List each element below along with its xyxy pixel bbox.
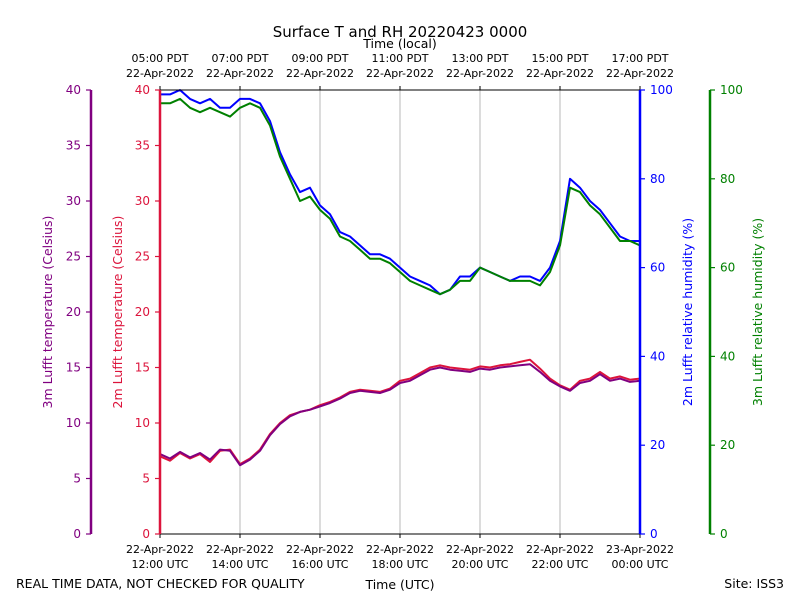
x-tick-label-date: 22-Apr-2022 <box>446 543 514 556</box>
x-tick-label-time: 22:00 UTC <box>531 558 588 571</box>
y-tick-label-temp2m: 0 <box>142 527 150 541</box>
site-label: Site: ISS3 <box>724 576 784 591</box>
x-tick-label-time: 18:00 UTC <box>371 558 428 571</box>
top-axis-label: Time (local) <box>362 36 436 51</box>
y-tick-label-temp3m: 0 <box>73 527 81 541</box>
y-tick-label-temp2m: 40 <box>135 83 150 97</box>
y-tick-label-temp3m: 40 <box>66 83 81 97</box>
series-line-temp3m <box>159 363 641 467</box>
y-tick-label-temp2m: 30 <box>135 194 150 208</box>
series-layer <box>159 89 641 467</box>
x-tick-label-date: 23-Apr-2022 <box>606 543 674 556</box>
top-tick-label-date: 22-Apr-2022 <box>606 67 674 80</box>
y-tick-label-temp2m: 25 <box>135 250 150 264</box>
y-axis-label-temp3m: 3m Lufft temperature (Celsius) <box>40 216 55 409</box>
top-tick-label-date: 22-Apr-2022 <box>366 67 434 80</box>
y-tick-label-temp3m: 35 <box>66 139 81 153</box>
x-tick-label-date: 22-Apr-2022 <box>526 543 594 556</box>
y-tick-label-rh2m: 20 <box>650 438 665 452</box>
y-tick-label-temp3m: 25 <box>66 250 81 264</box>
series-line-rh3m <box>160 97 641 296</box>
y-tick-label-temp2m: 10 <box>135 416 150 430</box>
axes-layer: 22-Apr-2022 12:00 UTC 05:00 PDT 22-Apr-2022… <box>40 52 765 571</box>
top-tick-label-time: 11:00 PDT <box>371 52 428 65</box>
top-tick-label-time: 13:00 PDT <box>451 52 508 65</box>
y-tick-label-temp2m: 20 <box>135 305 150 319</box>
vertical-gridlines <box>239 90 561 534</box>
top-tick-label-date: 22-Apr-2022 <box>446 67 514 80</box>
y-tick-label-temp3m: 30 <box>66 194 81 208</box>
top-tick-label-date: 22-Apr-2022 <box>526 67 594 80</box>
y-tick-label-rh2m: 40 <box>650 349 665 363</box>
y-axis-label-rh2m: 2m Lufft relative humidity (%) <box>680 218 695 406</box>
y-tick-label-rh3m: 20 <box>720 438 735 452</box>
y-tick-label-temp2m: 35 <box>135 139 150 153</box>
x-tick-label-time: 20:00 UTC <box>451 558 508 571</box>
top-tick-label-time: 07:00 PDT <box>211 52 268 65</box>
y-tick-label-rh3m: 40 <box>720 349 735 363</box>
y-tick-label-rh3m: 0 <box>720 527 728 541</box>
y-tick-label-rh2m: 60 <box>650 261 665 275</box>
x-tick-label-time: 12:00 UTC <box>131 558 188 571</box>
y-tick-label-rh3m: 100 <box>720 83 743 97</box>
top-tick-label-date: 22-Apr-2022 <box>126 67 194 80</box>
y-axis-label-rh3m: 3m Lufft relative humidity (%) <box>750 218 765 406</box>
x-tick-label-date: 22-Apr-2022 <box>126 543 194 556</box>
y-tick-label-rh3m: 80 <box>720 172 735 186</box>
top-tick-label-date: 22-Apr-2022 <box>286 67 354 80</box>
y-axis-label-temp2m: 2m Lufft temperature (Celsius) <box>110 216 125 409</box>
top-tick-label-date: 22-Apr-2022 <box>206 67 274 80</box>
chart-title: Surface T and RH 20220423 0000 <box>273 23 528 41</box>
x-tick-label-date: 22-Apr-2022 <box>366 543 434 556</box>
top-tick-label-time: 17:00 PDT <box>611 52 668 65</box>
y-tick-label-temp3m: 15 <box>66 361 81 375</box>
x-axis-label: Time (UTC) <box>364 577 434 592</box>
quality-disclaimer: REAL TIME DATA, NOT CHECKED FOR QUALITY <box>16 576 305 591</box>
top-tick-label-time: 05:00 PDT <box>131 52 188 65</box>
y-tick-label-temp3m: 10 <box>66 416 81 430</box>
y-tick-label-temp2m: 5 <box>142 472 150 486</box>
y-tick-label-rh2m: 80 <box>650 172 665 186</box>
x-tick-label-date: 22-Apr-2022 <box>286 543 354 556</box>
y-tick-label-temp3m: 20 <box>66 305 81 319</box>
y-tick-label-temp2m: 15 <box>135 361 150 375</box>
y-tick-label-rh2m: 0 <box>650 527 658 541</box>
x-tick-label-time: 16:00 UTC <box>291 558 348 571</box>
x-tick-label-date: 22-Apr-2022 <box>206 543 274 556</box>
x-tick-label-time: 14:00 UTC <box>211 558 268 571</box>
top-tick-label-time: 09:00 PDT <box>291 52 348 65</box>
x-tick-label-time: 00:00 UTC <box>611 558 668 571</box>
top-tick-label-time: 15:00 PDT <box>531 52 588 65</box>
y-tick-label-temp3m: 5 <box>73 472 81 486</box>
y-tick-label-rh3m: 60 <box>720 261 735 275</box>
y-tick-label-rh2m: 100 <box>650 83 673 97</box>
